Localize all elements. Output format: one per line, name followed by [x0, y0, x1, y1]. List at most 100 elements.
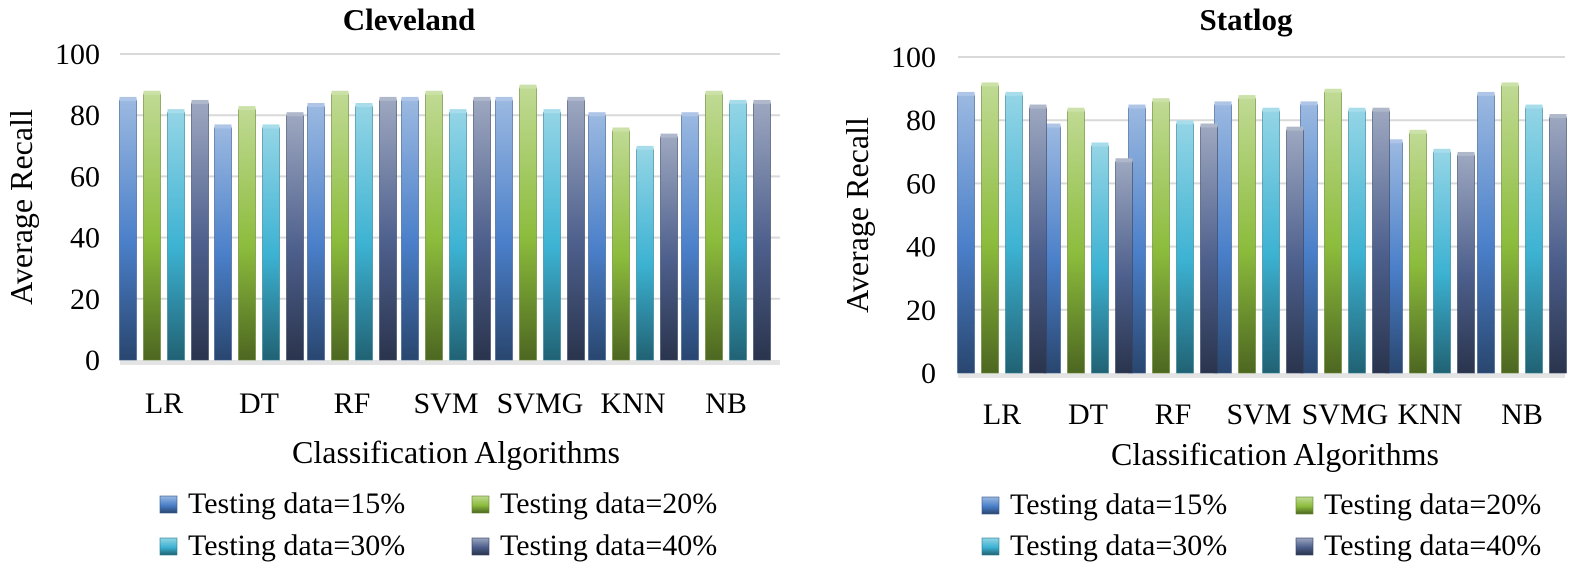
bar-top-cap [1409, 129, 1427, 134]
bar-top-cap [567, 96, 585, 101]
y-tick-label: 20 [70, 283, 100, 316]
legend-label: Testing data=40% [500, 529, 717, 562]
chart-title: Cleveland [343, 2, 476, 37]
bar-top-cap [1372, 107, 1390, 112]
bar-top-cap [1152, 98, 1170, 103]
bar-svmg-series-3 [1348, 110, 1366, 374]
bar-top-cap [119, 96, 137, 101]
bar-top-cap [401, 96, 419, 101]
y-tick-label: 60 [70, 160, 100, 193]
bar-dt-series-3 [262, 127, 280, 361]
x-tick-label: DT [1068, 398, 1108, 431]
bar-top-cap [1348, 107, 1366, 112]
y-tick-label: 40 [906, 231, 936, 264]
bar-top-cap [1176, 120, 1194, 125]
bar-dt-series-2 [1067, 110, 1085, 374]
x-axis-baseline [958, 373, 1565, 378]
bar-rf-series-3 [1176, 123, 1194, 374]
bar-dt-series-3 [1091, 145, 1109, 374]
bar-top-cap [1005, 91, 1023, 96]
y-tick-label: 20 [906, 294, 936, 327]
bar-lr-series-4 [1029, 107, 1047, 374]
bar-knn-series-4 [660, 136, 678, 361]
bar-top-cap [705, 90, 723, 95]
chart-cleveland: 0 20 40 60 80 100 LR DT RF SVM SVMG KNN NB Cleveland C… [3, 2, 780, 562]
x-tick-label: SVM [1226, 398, 1291, 431]
bar-top-cap [1549, 114, 1567, 119]
legend-swatch [471, 537, 490, 556]
legend-label: Testing data=15% [1010, 488, 1227, 521]
legend: Testing data=15% Testing data=20% Testing … [981, 488, 1541, 562]
bar-top-cap [379, 96, 397, 101]
legend-swatch [981, 537, 1000, 556]
bar-rf-series-4 [1200, 126, 1218, 374]
bar-svmg-series-1 [495, 99, 513, 361]
bar-top-cap [1262, 107, 1280, 112]
bar-top-cap [636, 145, 654, 150]
bar-nb-series-1 [681, 114, 699, 361]
bar-svm-series-3 [449, 111, 467, 361]
bar-top-cap [1128, 104, 1146, 109]
bar-top-cap [543, 109, 561, 114]
x-tick-label: KNN [1398, 398, 1463, 431]
bar-svm-series-2 [1238, 97, 1256, 374]
bar-nb-series-2 [705, 93, 723, 361]
bar-knn-series-4 [1457, 154, 1475, 374]
bar-rf-series-4 [379, 99, 397, 361]
bar-top-cap [307, 103, 325, 108]
bar-knn-series-2 [1409, 132, 1427, 374]
y-tick-label: 100 [891, 41, 936, 74]
y-tick-label: 40 [70, 222, 100, 255]
bar-svmg-series-2 [1324, 91, 1342, 374]
x-tick-label: RF [1155, 398, 1192, 431]
legend-swatch [1295, 537, 1314, 556]
bar-top-cap [262, 124, 280, 129]
bar-rf-series-3 [355, 105, 373, 361]
legend-label: Testing data=30% [188, 529, 405, 562]
legend-swatch [471, 495, 490, 514]
bar-top-cap [167, 109, 185, 114]
bar-top-cap [1214, 101, 1232, 106]
bar-knn-series-3 [1433, 151, 1451, 374]
bar-lr-series-1 [957, 94, 975, 374]
bar-top-cap [612, 127, 630, 132]
x-tick-label: NB [1501, 398, 1543, 431]
bar-top-cap [1300, 101, 1318, 106]
bar-rf-series-1 [307, 105, 325, 361]
bar-dt-series-4 [286, 114, 304, 361]
x-tick-label: SVMG [1302, 398, 1389, 431]
bar-top-cap [957, 91, 975, 96]
legend-label: Testing data=20% [500, 487, 717, 520]
bar-top-cap [519, 84, 537, 89]
bar-knn-series-1 [588, 114, 606, 361]
bar-nb-series-4 [753, 102, 771, 361]
y-axis-label: Average Recall [3, 109, 39, 305]
bar-top-cap [981, 82, 999, 87]
bar-dt-series-1 [214, 127, 232, 361]
bar-top-cap [1200, 123, 1218, 128]
bar-top-cap [1286, 126, 1304, 131]
bar-lr-series-1 [119, 99, 137, 361]
chart-title: Statlog [1200, 2, 1294, 37]
bar-top-cap [495, 96, 513, 101]
bar-svmg-series-4 [1372, 110, 1390, 374]
bar-svm-series-2 [425, 93, 443, 361]
x-tick-label: RF [334, 387, 371, 420]
bar-top-cap [1067, 107, 1085, 112]
bar-top-cap [355, 103, 373, 108]
bar-top-cap [286, 112, 304, 117]
legend-label: Testing data=15% [188, 487, 405, 520]
bar-top-cap [331, 90, 349, 95]
bar-top-cap [1091, 142, 1109, 147]
x-tick-label: LR [145, 387, 183, 420]
bar-top-cap [473, 96, 491, 101]
bar-nb-series-2 [1501, 85, 1519, 374]
bar-top-cap [1525, 104, 1543, 109]
legend-label: Testing data=40% [1324, 529, 1541, 562]
bar-lr-series-3 [1005, 94, 1023, 374]
bar-lr-series-2 [981, 85, 999, 374]
bar-nb-series-1 [1477, 94, 1495, 374]
bar-nb-series-3 [1525, 107, 1543, 374]
bar-top-cap [729, 99, 747, 104]
